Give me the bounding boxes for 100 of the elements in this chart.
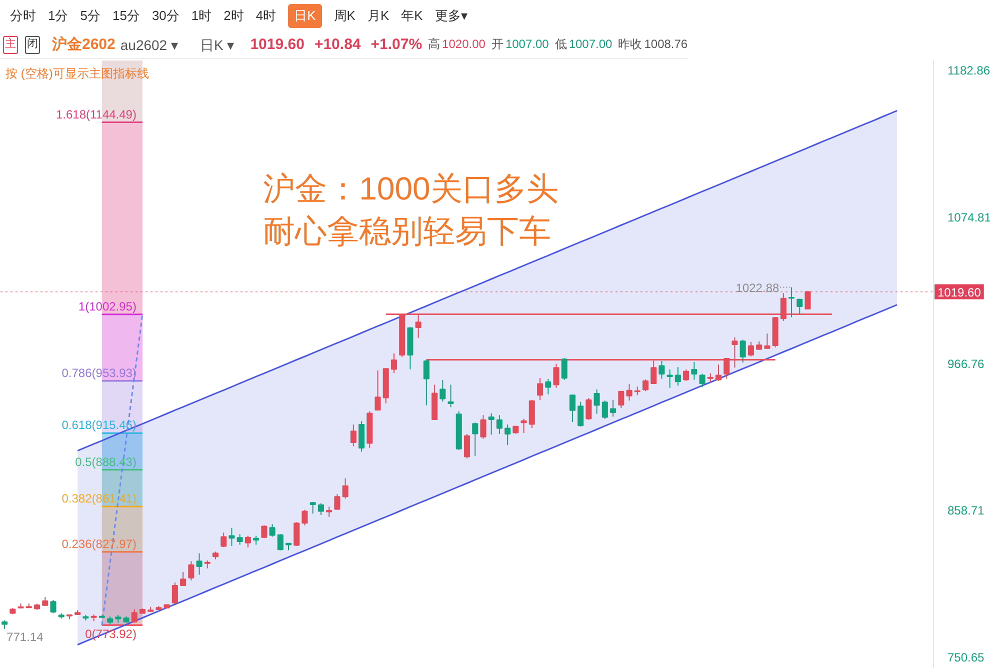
y-tick-label: 966.76 [948,356,985,371]
candlestick [440,379,446,402]
text: 日K [288,4,322,28]
text: 沪金：1000关口多头 [263,170,558,206]
ref-line-label: 0.618(915.46) [62,418,136,432]
candlestick [302,509,308,526]
candlestick [480,414,486,440]
candlestick [683,369,690,382]
candlestick [569,394,576,423]
candlestick [796,298,803,314]
candlestick [586,398,592,420]
candlestick [618,390,624,409]
ref-line-label: 0.786(953.93) [62,366,136,380]
candlestick [131,608,138,624]
candlestick [804,290,811,310]
text: 昨收 [618,36,642,54]
candlestick [740,339,746,364]
text: 1008.76 [644,36,688,54]
text: 低 [554,36,567,54]
candlestick [180,571,186,586]
text: 月K [367,6,390,25]
text: 开 [491,36,504,54]
candlestick [488,412,494,436]
candlestick [715,364,722,382]
candlestick [50,599,56,614]
candlestick [674,366,681,386]
text: 年K [401,6,423,25]
candlestick [326,506,332,518]
text: 主 [3,36,18,54]
text: 1时 [191,6,212,25]
text: 30分 [152,6,180,25]
annotation: 按 (空格)可显示主图指标线 [6,66,149,80]
candlestick [496,414,502,434]
text: 日K ▾ [200,36,234,55]
candlestick [610,399,616,418]
candlestick [553,363,560,388]
ref-line-label: 0.236(827.97) [62,536,136,551]
candlestick [448,384,454,408]
ref-line-label: 1.618(1144.49) [56,107,136,122]
ref-line-label: 0.382(861.41) [62,491,136,506]
candlestick [358,420,365,452]
text: 更多▾ [434,6,468,25]
text: 沪金2602 [52,35,116,56]
y-tick-label: 750.65 [948,650,985,664]
candlestick [277,534,284,551]
candlestick [578,401,584,427]
text: 15分 [112,6,140,25]
candlestick [520,418,527,434]
candlestick [228,527,235,546]
text: 周K [334,6,356,25]
candlestick [172,582,178,604]
text: 高 [428,36,440,54]
text: 1分 [48,6,68,25]
text: +10.84 [314,35,361,56]
candlestick [390,352,397,374]
text: 耐心拿稳别轻易下车 [263,213,552,250]
candlestick [504,424,511,446]
candlestick [220,532,227,548]
text: au2602 ▾ [120,36,178,55]
text: +1.07% [370,35,422,56]
candlestick [626,384,632,402]
candlestick [537,378,544,400]
candlestick [642,378,648,392]
candlestick [294,522,300,546]
text: 2时 [224,6,244,25]
candlestick [748,342,754,357]
candlestick [788,286,795,318]
text: 1020.00 [442,36,486,54]
ref-line-label: 1019.60 [938,285,982,300]
candlestick [188,560,194,581]
candlestick [691,361,698,380]
y-tick-label: 858.71 [948,504,985,518]
annotation: 1022.88 [736,280,780,295]
candlestick [528,399,535,429]
candlestick [261,524,268,539]
candlestick [699,373,706,388]
text: 分时 [10,6,36,25]
candlestick [374,370,381,410]
y-tick-label: 1074.81 [948,210,990,224]
text: 1019.60 [250,35,304,56]
candlestick [236,534,243,546]
text: 1007.00 [505,36,549,54]
candlestick [602,400,608,420]
candlestick [464,433,470,459]
candlestick [342,478,348,500]
candlestick [561,358,568,380]
candlestick [318,502,324,516]
candlestick [196,552,202,576]
candlestick [334,494,340,510]
text: 5分 [80,6,100,25]
candlestick [472,422,478,456]
candlestick [423,359,430,406]
text: 闭 [25,36,40,54]
candlestick [594,388,600,414]
candlestick [764,333,770,350]
ref-line-label: 1(1002.95) [78,299,136,314]
candlestick [350,424,356,447]
candlestick [658,360,665,380]
text: 1007.00 [568,36,612,54]
candlestick [269,524,276,538]
